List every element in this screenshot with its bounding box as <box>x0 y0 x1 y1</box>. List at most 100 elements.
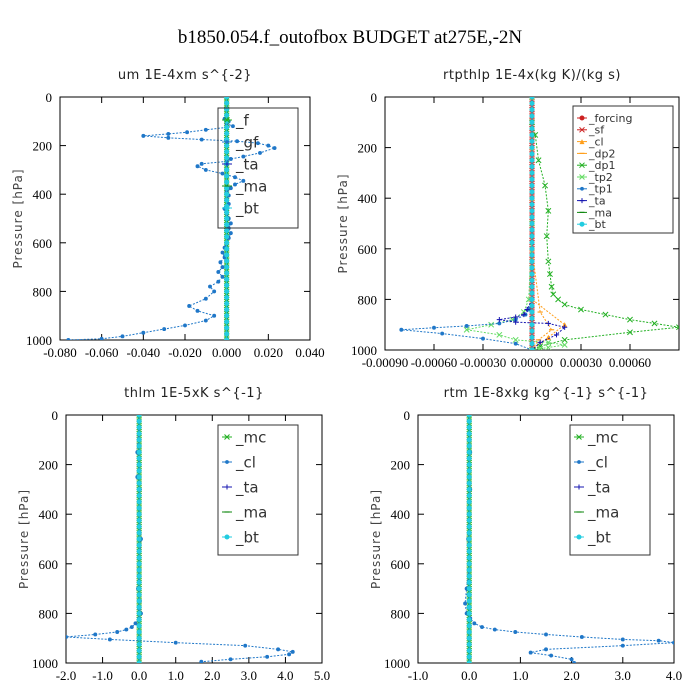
series-marker <box>224 240 230 246</box>
legend-label: _mc <box>587 428 618 447</box>
legend-marker <box>579 174 585 180</box>
series-tp1 <box>399 97 534 350</box>
figure-title: b1850.054.f_outofbox BUDGET at275E,-2N <box>178 27 523 48</box>
x-tick-label: -0.00090 <box>362 355 409 370</box>
legend-label: _dp1 <box>588 159 615 172</box>
data-point <box>216 279 221 284</box>
data-point <box>676 324 679 331</box>
y-tick-label: 1000 <box>351 343 377 358</box>
series-marker <box>529 277 535 283</box>
series-marker <box>529 303 535 309</box>
series-marker <box>136 517 142 523</box>
data-point <box>528 650 533 655</box>
x-tick-label: 2.0 <box>204 668 220 683</box>
series-marker <box>529 246 535 252</box>
y-tick-label: 200 <box>39 458 59 473</box>
series-marker <box>136 437 142 443</box>
legend-marker <box>579 221 585 227</box>
chart-panel-1: um 1E-4xm s^{-2} Pressure [hPa] 0 200 400 600… <box>11 68 325 360</box>
series-marker <box>466 617 472 623</box>
legend-marker <box>224 534 230 540</box>
legend-box <box>569 424 651 556</box>
data-point <box>187 304 192 308</box>
data-point <box>432 325 436 330</box>
series-marker <box>136 443 142 449</box>
legend: _mc _cl _ta _ma _bt <box>569 424 651 556</box>
series-marker <box>136 530 142 536</box>
legend-label: _forcing <box>588 112 632 125</box>
data-point <box>545 258 552 265</box>
data-point <box>99 336 104 340</box>
data-point <box>488 321 495 328</box>
series-marker <box>466 586 472 592</box>
x-tick-label: 3.0 <box>615 668 631 683</box>
data-point <box>287 652 292 657</box>
legend-marker <box>579 198 585 204</box>
legend-marker <box>579 126 585 133</box>
y-tick-label: 600 <box>39 557 59 572</box>
data-point <box>513 314 519 320</box>
series-marker <box>224 197 230 203</box>
x-tick-label: -1.0 <box>408 668 429 683</box>
data-point <box>241 154 246 159</box>
legend-marker <box>225 460 229 464</box>
series-marker <box>529 170 535 176</box>
series-marker <box>224 97 230 100</box>
x-tick-label: 0.00030 <box>560 355 602 370</box>
series-marker <box>466 431 472 437</box>
panel-title: rtpthlp 1E-4x(kg K)/(kg s) <box>443 68 621 83</box>
y-axis-label: Pressure [hPa] <box>17 489 31 589</box>
series-marker <box>224 130 230 136</box>
data-point <box>166 131 171 136</box>
series-marker <box>224 112 230 118</box>
data-point <box>496 331 503 338</box>
legend-marker <box>224 161 230 167</box>
legend-label: _ta <box>588 194 606 207</box>
data-point <box>124 627 129 632</box>
data-point <box>463 326 470 333</box>
legend-box <box>217 107 299 229</box>
data-point <box>464 324 469 328</box>
series-marker <box>224 234 230 240</box>
series-marker <box>466 437 472 443</box>
data-point <box>562 324 568 330</box>
data-point <box>162 327 167 332</box>
data-point <box>228 221 233 226</box>
series-marker <box>136 542 142 548</box>
data-point <box>543 233 550 240</box>
series-marker <box>136 536 142 542</box>
data-point <box>255 141 260 146</box>
series-marker <box>224 191 230 197</box>
data-point <box>203 296 208 301</box>
data-point <box>220 265 225 270</box>
data-point <box>472 621 477 626</box>
series-tp2 <box>463 97 568 350</box>
data-point <box>620 637 625 642</box>
data-point <box>141 330 146 335</box>
x-tick-label: 0.00060 <box>609 355 651 370</box>
data-point <box>203 167 208 172</box>
x-tick-label: 0.020 <box>254 345 283 360</box>
series-line <box>499 97 566 350</box>
series-marker <box>466 548 472 554</box>
series-marker <box>529 227 535 233</box>
series-marker <box>466 455 472 461</box>
series-marker <box>224 331 230 337</box>
series-marker <box>224 155 230 161</box>
data-point <box>220 171 225 176</box>
data-point <box>440 331 445 336</box>
chart-panel-2: rtpthlp 1E-4x(kg K)/(kg s) Pressure [hPa]… <box>336 68 680 370</box>
series-marker <box>224 270 230 276</box>
series-marker <box>529 252 535 258</box>
y-tick-label: 600 <box>391 557 411 572</box>
series-marker <box>136 561 142 567</box>
x-tick-label: 1.0 <box>512 668 528 683</box>
series-marker <box>466 443 472 449</box>
legend-label: _ta <box>587 478 611 497</box>
data-point <box>578 306 584 313</box>
y-tick-label: 0 <box>46 90 53 105</box>
data-point <box>496 317 502 323</box>
plot-frame <box>65 414 323 664</box>
series-marker <box>136 486 142 492</box>
data-point <box>512 336 519 343</box>
